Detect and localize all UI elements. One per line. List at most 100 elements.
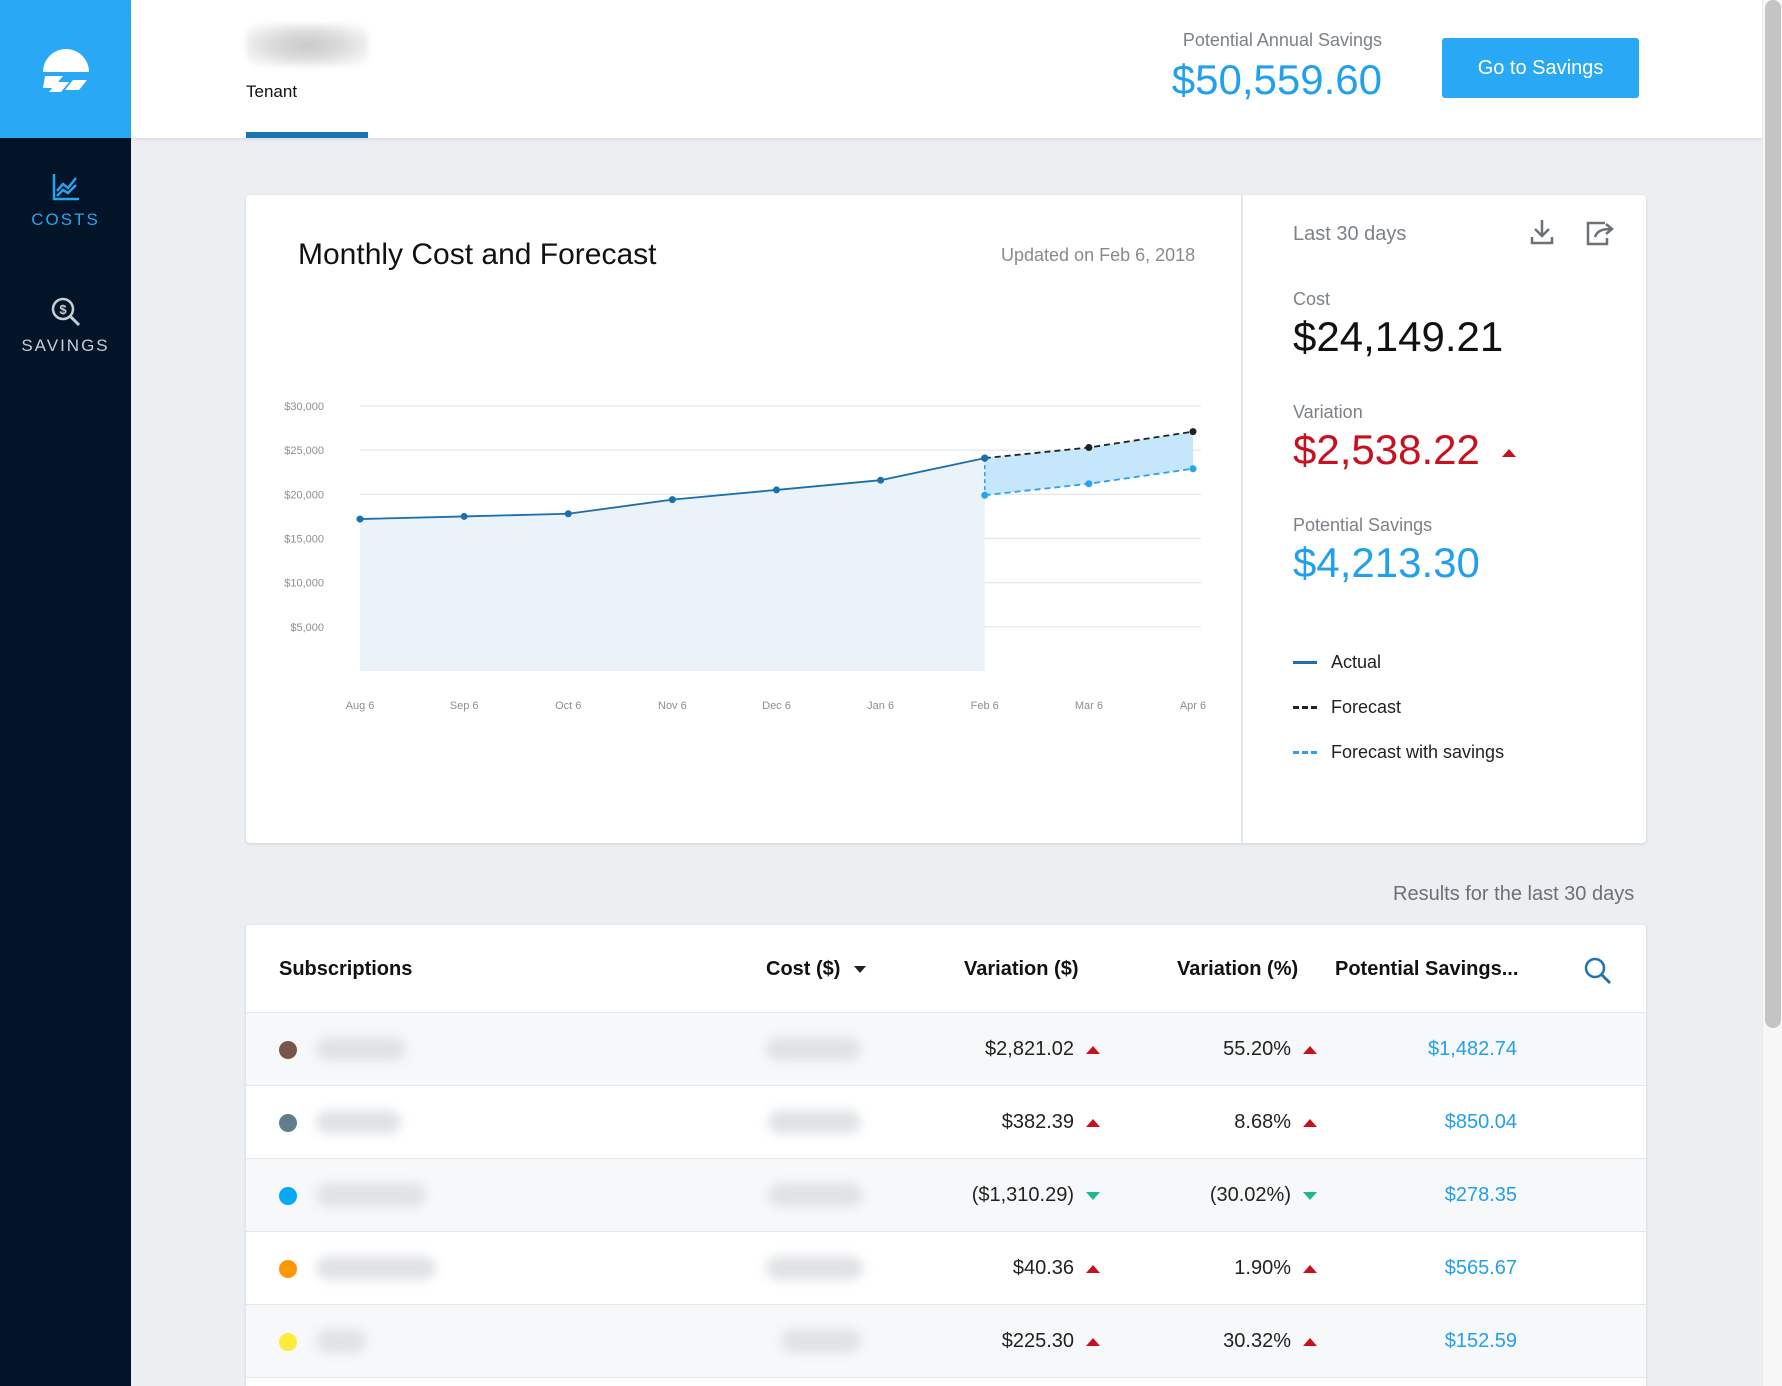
actual-point <box>877 476 885 484</box>
download-icon[interactable] <box>1529 217 1555 247</box>
share-export-icon[interactable] <box>1585 219 1617 247</box>
go-to-savings-button[interactable]: Go to Savings <box>1442 38 1639 98</box>
variation-pct-cell: 8.68% <box>1234 1086 1317 1159</box>
tenant-label: Tenant <box>246 82 298 101</box>
active-tab-indicator <box>246 132 368 138</box>
variation-cell: $40.36 <box>1013 1232 1100 1305</box>
cost-label: Cost <box>1293 289 1331 309</box>
top-header: Tenant Potential Annual Savings $50,559.… <box>131 0 1762 138</box>
variation-cell: $225.30 <box>1002 1305 1100 1378</box>
legend-item-forecast-savings: Forecast with savings <box>1293 742 1504 763</box>
table-row[interactable]: $40.36 1.90% $565.67 <box>246 1232 1646 1305</box>
actual-point <box>356 515 364 523</box>
svg-text:$: $ <box>59 302 67 317</box>
column-header-subscriptions[interactable]: Subscriptions <box>279 957 413 980</box>
variation-cell: ($1,310.29) <box>972 1159 1100 1232</box>
scrollbar-thumb[interactable] <box>1765 0 1781 1028</box>
increase-arrow-icon <box>1303 1264 1317 1273</box>
legend-swatch <box>1293 706 1317 709</box>
sidebar-item-costs[interactable]: COSTS <box>0 138 131 263</box>
x-tick-label: Mar 6 <box>1075 700 1103 712</box>
legend-item-actual: Actual <box>1293 652 1381 673</box>
variation-pct-cell: 30.32% <box>1223 1305 1317 1378</box>
variation-pct-cell: (30.02%) <box>1210 1159 1317 1232</box>
legend-item-forecast: Forecast <box>1293 697 1401 718</box>
cloud-stripes-logo-icon <box>40 49 91 92</box>
actual-point <box>668 496 676 504</box>
table-body: $2,821.02 55.20% $1,482.74 $382.39 8.68% $850… <box>246 1013 1646 1378</box>
page-scrollbar[interactable] <box>1762 0 1782 1386</box>
legend-label: Forecast with savings <box>1331 742 1505 762</box>
y-tick-label: $15,000 <box>284 534 324 546</box>
cost-value-redacted <box>768 1183 863 1207</box>
potential-savings-label: Potential Savings <box>1293 515 1433 535</box>
actual-point <box>564 510 572 518</box>
app-logo[interactable] <box>0 0 131 138</box>
y-tick-label: $25,000 <box>284 445 324 457</box>
increase-arrow-icon <box>1501 448 1516 457</box>
potential-savings-cell: $565.67 <box>1444 1257 1517 1279</box>
potential-annual-savings-value: $50,559.60 <box>1171 56 1382 103</box>
increase-arrow-icon <box>1303 1118 1317 1127</box>
subscription-color-dot <box>279 1114 297 1132</box>
variation-value-row: $2,538.22 <box>1293 426 1516 474</box>
sidebar-item-label: SAVINGS <box>21 335 110 355</box>
subscription-name-redacted <box>316 1037 406 1061</box>
subscription-name-redacted <box>316 1110 401 1134</box>
cost-value-redacted <box>768 1110 861 1134</box>
increase-arrow-icon <box>1303 1045 1317 1054</box>
forecast-savings-point <box>981 491 989 499</box>
actual-point <box>773 486 780 494</box>
column-header-variation-pct[interactable]: Variation (%) <box>1177 957 1299 980</box>
table-row[interactable]: $382.39 8.68% $850.04 <box>246 1086 1646 1159</box>
subscription-color-dot <box>279 1041 297 1059</box>
column-header-variation[interactable]: Variation ($) <box>964 957 1079 980</box>
table-row[interactable]: ($1,310.29) (30.02%) $278.35 <box>246 1159 1646 1232</box>
sidebar-item-savings[interactable]: $ SAVINGS <box>0 263 131 388</box>
subscription-name-redacted <box>316 1256 436 1280</box>
x-tick-label: Apr 6 <box>1180 700 1206 712</box>
subscription-color-dot <box>279 1333 297 1351</box>
column-header-cost[interactable]: Cost ($) <box>766 925 867 1013</box>
forecast-savings-point <box>1085 480 1093 488</box>
legend-label: Actual <box>1331 652 1382 672</box>
legend-label: Forecast <box>1331 697 1402 717</box>
actual-area <box>360 458 985 671</box>
increase-arrow-icon <box>1303 1337 1317 1346</box>
subscription-color-dot <box>279 1260 297 1278</box>
variation-cell: $2,821.02 <box>985 1013 1100 1086</box>
x-tick-label: Feb 6 <box>971 700 999 712</box>
subscription-color-dot <box>279 1187 297 1205</box>
forecast-savings-point <box>1189 465 1197 473</box>
variation-value: $2,538.22 <box>1293 426 1480 473</box>
table-row[interactable]: $225.30 30.32% $152.59 <box>246 1305 1646 1378</box>
y-tick-label: $5,000 <box>290 622 324 634</box>
variation-label: Variation <box>1293 402 1363 422</box>
potential-savings-cell: $278.35 <box>1444 1184 1517 1206</box>
subscriptions-table: Subscriptions Cost ($) Variation ($) Var… <box>246 925 1646 1386</box>
y-tick-label: $20,000 <box>284 489 324 501</box>
stats-panel: Last 30 days Cost $24,149.21 Variation $… <box>1243 195 1646 843</box>
search-icon[interactable] <box>1583 956 1613 986</box>
cost-forecast-card: Monthly Cost and Forecast Updated on Feb… <box>246 195 1646 843</box>
results-note: Results for the last 30 days <box>1393 883 1635 905</box>
increase-arrow-icon <box>1086 1337 1100 1346</box>
chart-line-icon <box>52 173 79 200</box>
sort-desc-icon <box>854 965 867 973</box>
legend-swatch <box>1293 661 1317 664</box>
cost-value-redacted <box>766 1256 863 1280</box>
potential-savings-cell: $850.04 <box>1444 1111 1517 1133</box>
tab-tenant[interactable]: Tenant <box>246 0 368 138</box>
sidebar-item-label: COSTS <box>31 209 100 229</box>
card-divider <box>1241 195 1243 843</box>
subscription-name-redacted <box>316 1183 426 1207</box>
column-header-potential-savings[interactable]: Potential Savings... <box>1335 957 1519 980</box>
savings-band-area <box>984 431 1193 496</box>
cost-value-redacted <box>766 1037 861 1061</box>
chart-updated-date: Updated on Feb 6, 2018 <box>1001 245 1196 265</box>
table-row[interactable]: $2,821.02 55.20% $1,482.74 <box>246 1013 1646 1086</box>
cost-forecast-chart: $5,000 $10,000 $15,000 $20,000 $25,000 $30,00… <box>284 401 1206 712</box>
actual-point <box>981 454 989 462</box>
forecast-point <box>1189 428 1197 436</box>
increase-arrow-icon <box>1086 1264 1100 1273</box>
